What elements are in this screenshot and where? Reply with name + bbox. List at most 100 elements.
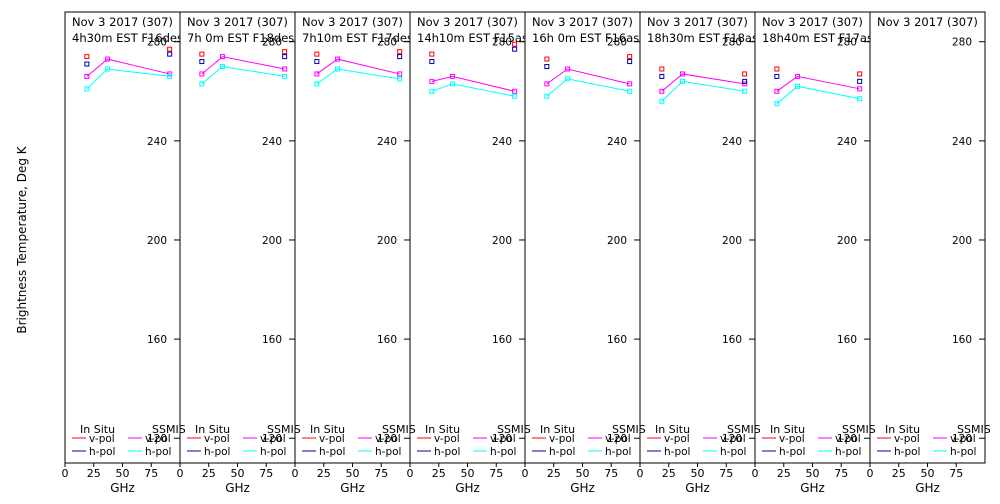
y-tick-label: 120 — [147, 433, 167, 445]
ssmis-v-point — [314, 71, 320, 77]
ssmis-v-line — [776, 75, 860, 92]
y-axis-label: Brightness Temperature, Deg K — [15, 145, 29, 333]
legend-insitu-title: In Situ — [310, 423, 345, 436]
x-tick-label: 75 — [259, 467, 273, 480]
ssmis-h-point — [659, 98, 665, 104]
y-tick-label: 200 — [952, 235, 972, 247]
ssmis-h-point — [429, 88, 435, 94]
panel-subtitle: 4h30m EST F16des — [72, 31, 183, 45]
legend-ssmis-label: v-pol — [950, 433, 976, 445]
y-tick-label: 120 — [492, 433, 512, 445]
ssmis-v-point — [544, 81, 550, 87]
insitu-v-point — [167, 46, 173, 52]
insitu-h-point — [397, 54, 403, 60]
y-tick-label: 240 — [722, 136, 742, 148]
ssmis-v-point — [282, 66, 288, 72]
x-tick-label: 75 — [489, 467, 503, 480]
x-tick-label: 50 — [346, 467, 360, 480]
legend-ssmis-title: SSMIS — [267, 423, 301, 436]
legend-insitu-label: h-pol — [779, 446, 805, 458]
ssmis-v-point — [220, 54, 226, 60]
insitu-h-point — [429, 59, 435, 65]
x-tick-label: 75 — [949, 467, 963, 480]
y-tick-label: 240 — [492, 136, 512, 148]
insitu-v-point — [774, 66, 780, 72]
insitu-h-point — [512, 46, 518, 52]
legend-ssmis-label: h-pol — [145, 446, 171, 458]
legend-ssmis-label: v-pol — [260, 433, 286, 445]
y-tick-label: 160 — [492, 334, 512, 346]
ssmis-v-point — [450, 73, 456, 79]
y-tick-label: 280 — [952, 37, 972, 49]
y-tick-label: 200 — [147, 235, 167, 247]
y-tick-label: 280 — [262, 37, 282, 49]
x-tick-label: 0 — [62, 467, 69, 480]
x-axis-label: GHz — [225, 481, 250, 495]
ssmis-v-line — [201, 56, 285, 75]
panel-subtitle: 7h10m EST F17des — [302, 31, 413, 45]
insitu-h-point — [84, 61, 90, 67]
x-tick-label: 50 — [576, 467, 590, 480]
x-tick-label: 75 — [144, 467, 158, 480]
panel-title: Nov 3 2017 (307) — [532, 15, 633, 29]
x-tick-label: 25 — [547, 467, 561, 480]
x-tick-label: 0 — [867, 467, 874, 480]
x-tick-label: 75 — [604, 467, 618, 480]
ssmis-h-point — [199, 81, 205, 87]
ssmis-h-point — [220, 64, 226, 70]
ssmis-h-point — [84, 86, 90, 92]
y-tick-label: 160 — [262, 334, 282, 346]
panel-2: Nov 3 2017 (307) 7h 0m EST F18des 120 160 20… — [177, 11, 301, 495]
x-axis-label: GHz — [455, 481, 480, 495]
y-tick-label: 240 — [262, 136, 282, 148]
panel-6: Nov 3 2017 (307) 18h30m EST F18asc 120 160 2… — [637, 11, 761, 495]
y-tick-label: 120 — [952, 433, 972, 445]
insitu-h-point — [659, 73, 665, 79]
legend-ssmis-title: SSMIS — [957, 423, 991, 436]
panel-1: Nov 3 2017 (307) 4h30m EST F16des 120 160 20… — [62, 11, 186, 495]
ssmis-v-point — [857, 86, 863, 92]
x-tick-label: 25 — [317, 467, 331, 480]
x-axis-label: GHz — [570, 481, 595, 495]
insitu-v-point — [199, 51, 205, 57]
y-tick-label: 200 — [262, 235, 282, 247]
insitu-h-point — [627, 59, 633, 65]
ssmis-h-point — [857, 96, 863, 102]
ssmis-v-point — [795, 73, 801, 79]
insitu-v-point — [282, 49, 288, 55]
legend-insitu-title: In Situ — [425, 423, 460, 436]
ssmis-v-point — [429, 78, 435, 84]
y-tick-label: 160 — [607, 334, 627, 346]
x-axis-label: GHz — [915, 481, 940, 495]
legend-insitu-label: h-pol — [549, 446, 575, 458]
legend-insitu-label: v-pol — [664, 433, 690, 445]
legend-insitu-label: v-pol — [894, 433, 920, 445]
ssmis-h-point — [167, 73, 173, 79]
ssmis-v-line — [546, 68, 630, 85]
ssmis-v-line — [86, 58, 170, 77]
x-axis-label: GHz — [110, 481, 135, 495]
panel-title: Nov 3 2017 (307) — [762, 15, 863, 29]
legend-ssmis-label: v-pol — [490, 433, 516, 445]
insitu-h-point — [199, 59, 205, 65]
x-tick-label: 50 — [691, 467, 705, 480]
ssmis-h-point — [627, 88, 633, 94]
ssmis-v-line — [316, 58, 400, 75]
x-tick-label: 0 — [522, 467, 529, 480]
insitu-h-point — [544, 64, 550, 70]
insitu-h-point — [167, 51, 173, 57]
ssmis-h-point — [742, 88, 748, 94]
insitu-v-point — [659, 66, 665, 72]
ssmis-h-point — [105, 66, 111, 72]
insitu-h-point — [742, 78, 748, 84]
x-tick-label: 75 — [374, 467, 388, 480]
legend-insitu-label: h-pol — [434, 446, 460, 458]
ssmis-h-line — [661, 80, 745, 102]
ssmis-v-point — [199, 71, 205, 77]
ssmis-h-point — [512, 93, 518, 99]
insitu-v-point — [397, 49, 403, 55]
y-tick-label: 160 — [837, 334, 857, 346]
